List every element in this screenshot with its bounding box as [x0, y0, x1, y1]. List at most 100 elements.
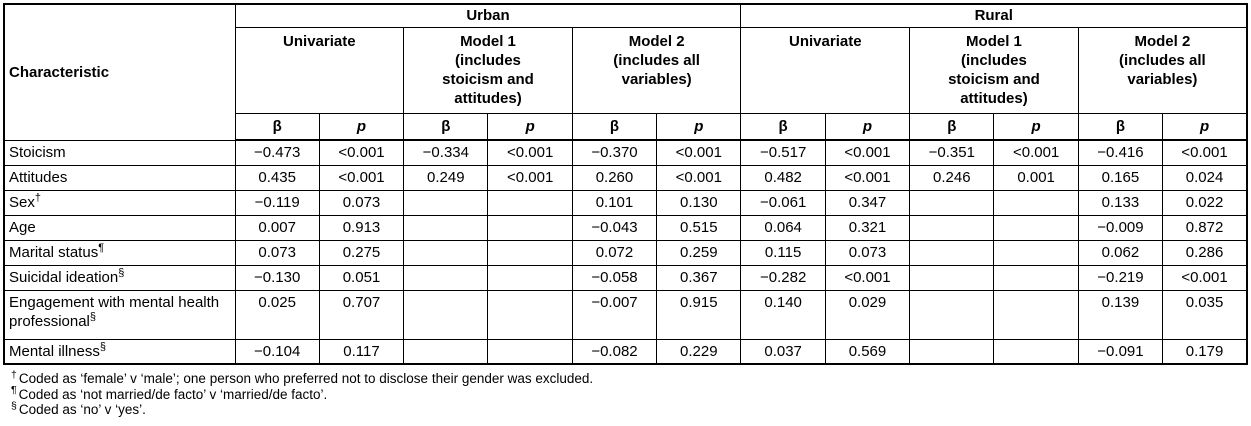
stat-header-row: β p β p β p β p β p β p [4, 112, 1248, 141]
value-cell [487, 264, 573, 291]
value-cell: 0.569 [824, 338, 911, 365]
value-cell: −0.058 [571, 264, 658, 291]
value-cell [993, 239, 1079, 266]
p-header: p [318, 112, 405, 141]
value-cell [909, 239, 995, 266]
footnote-marker: ¶ [98, 241, 105, 254]
value-cell: <0.001 [656, 164, 742, 191]
table-row: Stoicism −0.473 <0.001 −0.334 <0.001 −0.… [3, 139, 1248, 166]
value-cell: −0.370 [571, 139, 658, 166]
footnote-marker: § [89, 310, 97, 323]
model-header-rural-model2: Model 2 (includes all variables) [1077, 26, 1248, 114]
value-cell: 0.246 [909, 164, 995, 191]
value-cell [403, 239, 489, 266]
table-header: Characteristic Urban Rural Univariate Mo… [3, 3, 1248, 141]
value-cell [993, 189, 1079, 216]
row-label-engagement: Engagement with mental health profession… [3, 289, 236, 340]
table-row: Attitudes 0.435 <0.001 0.249 <0.001 0.26… [3, 164, 1248, 191]
value-cell [993, 289, 1079, 340]
value-cell: 0.259 [656, 239, 742, 266]
p-header: p [487, 112, 573, 141]
value-cell: 0.140 [740, 289, 826, 340]
value-cell: 0.321 [824, 214, 911, 241]
row-label-text: Marital status [9, 243, 99, 261]
value-cell: 0.037 [740, 338, 826, 365]
value-cell: <0.001 [824, 264, 911, 291]
table-body: Stoicism −0.473 <0.001 −0.334 <0.001 −0.… [3, 139, 1248, 365]
value-cell [909, 338, 995, 365]
value-cell: 0.229 [656, 338, 742, 365]
footnote-sex: † Coded as ‘female’ v ‘male’; one person … [11, 368, 1248, 387]
value-cell: −0.334 [403, 139, 489, 166]
value-cell: −0.416 [1077, 139, 1164, 166]
row-label-suicidal-ideation: Suicidal ideation§ [3, 264, 236, 291]
value-cell: 0.915 [656, 289, 742, 340]
value-cell: 0.117 [318, 338, 405, 365]
beta-header: β [571, 112, 658, 141]
value-cell: 0.130 [656, 189, 742, 216]
value-cell: 0.062 [1077, 239, 1164, 266]
table-row: Sex† −0.119 0.073 0.101 0.130 −0.061 0.3… [3, 189, 1248, 216]
p-header: p [1162, 112, 1248, 141]
value-cell: −0.130 [234, 264, 320, 291]
beta-header: β [740, 112, 826, 141]
model-header-urban-model2: Model 2 (includes all variables) [571, 26, 742, 114]
value-cell: 0.179 [1162, 338, 1248, 365]
value-cell: −0.517 [740, 139, 826, 166]
table-row: Engagement with mental health profession… [3, 289, 1248, 340]
footnote-marital: ¶ Coded as ‘not married/de facto’ v ‘marr… [11, 384, 1248, 403]
value-cell: 0.347 [824, 189, 911, 216]
table-row: Age 0.007 0.913 −0.043 0.515 0.064 0.321… [3, 214, 1248, 241]
value-cell: 0.165 [1077, 164, 1164, 191]
row-label-age: Age [3, 214, 236, 241]
value-cell [403, 214, 489, 241]
value-cell: 0.115 [740, 239, 826, 266]
footnote-text: Coded as ‘female’ v ‘male’; one person w… [18, 371, 594, 386]
beta-header: β [909, 112, 995, 141]
beta-header: β [234, 112, 320, 141]
value-cell: 0.072 [571, 239, 658, 266]
characteristic-header: Characteristic [3, 3, 236, 141]
value-cell: 0.249 [403, 164, 489, 191]
model-header-urban-model1: Model 1 (includes stoicism and attitudes… [403, 26, 573, 114]
value-cell: <0.001 [1162, 139, 1248, 166]
value-cell: 0.007 [234, 214, 320, 241]
value-cell [993, 214, 1079, 241]
value-cell: 0.913 [318, 214, 405, 241]
region-header-urban: Urban [234, 3, 742, 28]
value-cell: −0.091 [1077, 338, 1164, 365]
value-cell [403, 264, 489, 291]
value-cell: 0.073 [234, 239, 320, 266]
value-cell [487, 338, 573, 365]
model-header-rural-model1: Model 1 (includes stoicism and attitudes… [909, 26, 1079, 114]
value-cell [909, 264, 995, 291]
model-header-rural-univariate: Univariate [740, 26, 911, 114]
value-cell [403, 338, 489, 365]
value-cell: −0.473 [234, 139, 320, 166]
value-cell: <0.001 [993, 139, 1079, 166]
value-cell: 0.367 [656, 264, 742, 291]
pilcrow-symbol: ¶ [11, 384, 17, 396]
beta-header: β [1077, 112, 1164, 141]
p-header: p [993, 112, 1079, 141]
value-cell [403, 289, 489, 340]
value-cell: <0.001 [656, 139, 742, 166]
dagger-symbol: † [11, 368, 17, 381]
value-cell: 0.482 [740, 164, 826, 191]
value-cell: −0.061 [740, 189, 826, 216]
value-cell [403, 189, 489, 216]
value-cell: 0.872 [1162, 214, 1248, 241]
value-cell: 0.035 [1162, 289, 1248, 340]
value-cell: 0.024 [1162, 164, 1248, 191]
value-cell: −0.351 [909, 139, 995, 166]
footnote-text: Coded as ‘no’ v ‘yes’. [18, 402, 146, 417]
value-cell: 0.707 [318, 289, 405, 340]
value-cell [909, 289, 995, 340]
row-label-sex: Sex† [3, 189, 236, 216]
footnote-marker: † [34, 191, 41, 204]
region-header-rural: Rural [740, 3, 1248, 28]
value-cell: 0.025 [234, 289, 320, 340]
footnote-yes-no: § Coded as ‘no’ v ‘yes’. [11, 399, 1248, 418]
footnote-marker: § [99, 340, 106, 353]
section-symbol: § [11, 399, 17, 412]
